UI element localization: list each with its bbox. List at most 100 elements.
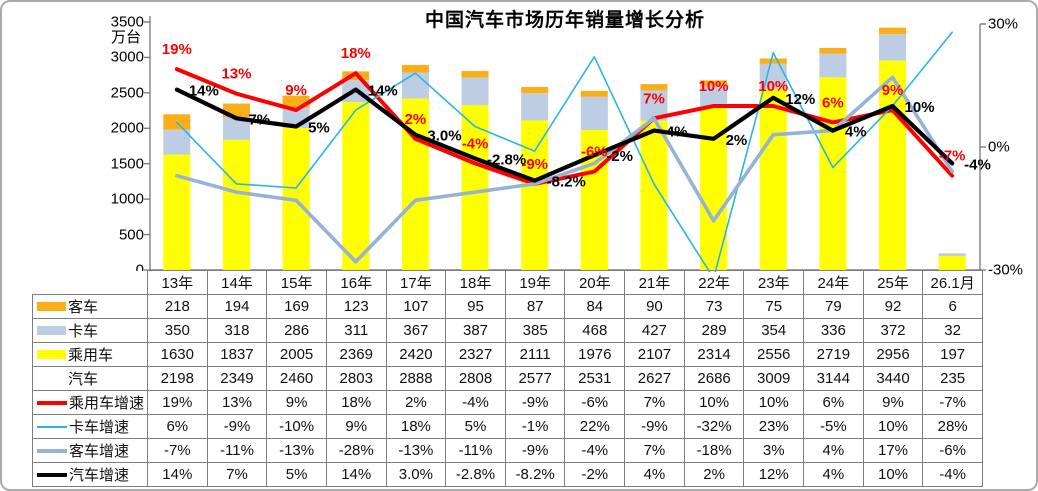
table-cell: 92: [862, 294, 924, 319]
series-data-label: -9%: [521, 156, 548, 173]
bar-segment: [819, 47, 847, 54]
table-cell: -10%: [266, 414, 327, 439]
table-cell: 311: [325, 318, 387, 343]
table-cell: 95: [445, 294, 506, 319]
series-name: 卡车: [68, 323, 99, 340]
series-data-label: 9%: [882, 82, 904, 99]
table-cell: 2369: [325, 342, 387, 367]
table-row-label: 乘用车增速: [32, 390, 148, 415]
table-year-header: 24年: [803, 270, 864, 295]
table-cell: -9%: [504, 390, 566, 415]
series-data-label: 13%: [221, 66, 251, 83]
table-cell: 75: [743, 294, 805, 319]
series-data-label: 6%: [822, 94, 844, 111]
table-row-label: 客车: [32, 294, 148, 319]
series-data-label: 7%: [248, 111, 270, 128]
table-cell: 318: [206, 318, 268, 343]
table-cell: 286: [266, 318, 327, 343]
growth-line: [176, 31, 953, 272]
table-cell: 2349: [206, 366, 268, 391]
bar-segment: [640, 84, 668, 91]
bar-segment: [759, 88, 787, 270]
table-cell: 3440: [862, 366, 924, 391]
table-cell: 9%: [862, 390, 924, 415]
bar-segment: [461, 105, 489, 271]
table-cell: 4%: [803, 438, 864, 463]
table-cell: -13%: [266, 438, 327, 463]
table-cell: -28%: [325, 438, 387, 463]
table-cell: -11%: [206, 438, 268, 463]
table-year-header: 20年: [564, 270, 626, 295]
series-name: 客车增速: [69, 443, 130, 460]
table-cell: 387: [445, 318, 506, 343]
table-cell: 427: [624, 318, 685, 343]
table-cell: 28%: [922, 414, 983, 439]
chart-canvas: 19% 13% 9% 18% 2% -4% -9% -6% 7% 10% 10% 6% 9% -7% 14%…: [144, 16, 991, 272]
series-data-label: 19%: [162, 41, 192, 58]
series-data-label: 10%: [699, 78, 729, 95]
table-cell: 9%: [266, 390, 327, 415]
table-row-label: 卡车: [32, 318, 148, 343]
table-row: 卡车增速 6% -9% -10% 9% 18% 5% -1% 22% -9% -32% 23% -5% 1…: [32, 414, 983, 439]
table-cell: 10%: [862, 414, 924, 439]
table-cell: -8.2%: [504, 462, 566, 487]
table-cell: 2%: [683, 462, 745, 487]
series-data-label: 10%: [905, 99, 935, 116]
table-cell: 2556: [743, 342, 805, 367]
table-year-header: 19年: [504, 270, 566, 295]
table-cell: 3144: [803, 366, 864, 391]
table-cell: 22%: [564, 414, 626, 439]
series-name: 卡车增速: [69, 419, 130, 436]
series-data-label: -6%: [581, 144, 608, 161]
table-year-header: 26.1月: [922, 270, 983, 295]
bar-segment: [819, 53, 847, 78]
axis-tick-label: 30%: [988, 15, 1019, 33]
series-data-label: 3.0%: [427, 128, 461, 145]
table-row: 乘用车 1630 1837 2005 2369 2420 2327 2111 1976 2107 2…: [32, 342, 983, 367]
bar-segment: [521, 120, 549, 271]
axis-tick-label: 3000: [110, 48, 144, 66]
table-cell: 32: [922, 318, 983, 343]
table-cell: 2198: [147, 366, 208, 391]
table-cell: 18%: [385, 414, 447, 439]
series-data-label: 14%: [189, 83, 219, 100]
table-cell: 84: [564, 294, 626, 319]
axis-tick-label: 0: [98, 262, 144, 279]
series-data-label: -4%: [462, 135, 489, 152]
table-cell: 87: [504, 294, 566, 319]
series-data-label: 5%: [308, 120, 330, 137]
table-cell: 1976: [564, 342, 626, 367]
table-cell: 19%: [147, 390, 208, 415]
table-cell: 197: [922, 342, 983, 367]
bar-segment: [282, 95, 310, 108]
axis-tick-label: 500: [118, 226, 144, 244]
table-cell: 2420: [385, 342, 447, 367]
table-cell: -2%: [564, 462, 626, 487]
growth-line: [175, 75, 954, 264]
table-cell: 7%: [624, 390, 685, 415]
legend-line-swatch: [37, 472, 67, 477]
table-row-label: 客车增速: [32, 438, 148, 463]
table-row: 汽车增速 14% 7% 5% 14% 3.0% -2.8% -8.2% -2% 4% 2% 12% 4%…: [32, 462, 983, 487]
series-data-label: 12%: [785, 91, 815, 108]
table-cell: 6: [922, 294, 983, 319]
table-cell: 13%: [206, 390, 268, 415]
series-name: 汽车增速: [69, 467, 130, 484]
table-cell: 2719: [803, 342, 864, 367]
table-cell: -13%: [385, 438, 447, 463]
bar-segment: [879, 34, 907, 61]
table-cell: -18%: [683, 438, 745, 463]
table-cell: 2627: [624, 366, 685, 391]
axis-tick-label: 0%: [988, 138, 1010, 156]
series-data-label: 2%: [405, 111, 427, 128]
table-cell: 9%: [325, 414, 387, 439]
bar-segment: [222, 139, 250, 270]
table-year-header: 14年: [206, 270, 268, 295]
bar-segment: [700, 80, 728, 86]
table-cell: -9%: [624, 414, 685, 439]
table-cell: 194: [206, 294, 268, 319]
table-year-header: 22年: [683, 270, 745, 295]
axis-tick-label: 3500: [110, 13, 144, 31]
bar-segment: [222, 117, 250, 140]
